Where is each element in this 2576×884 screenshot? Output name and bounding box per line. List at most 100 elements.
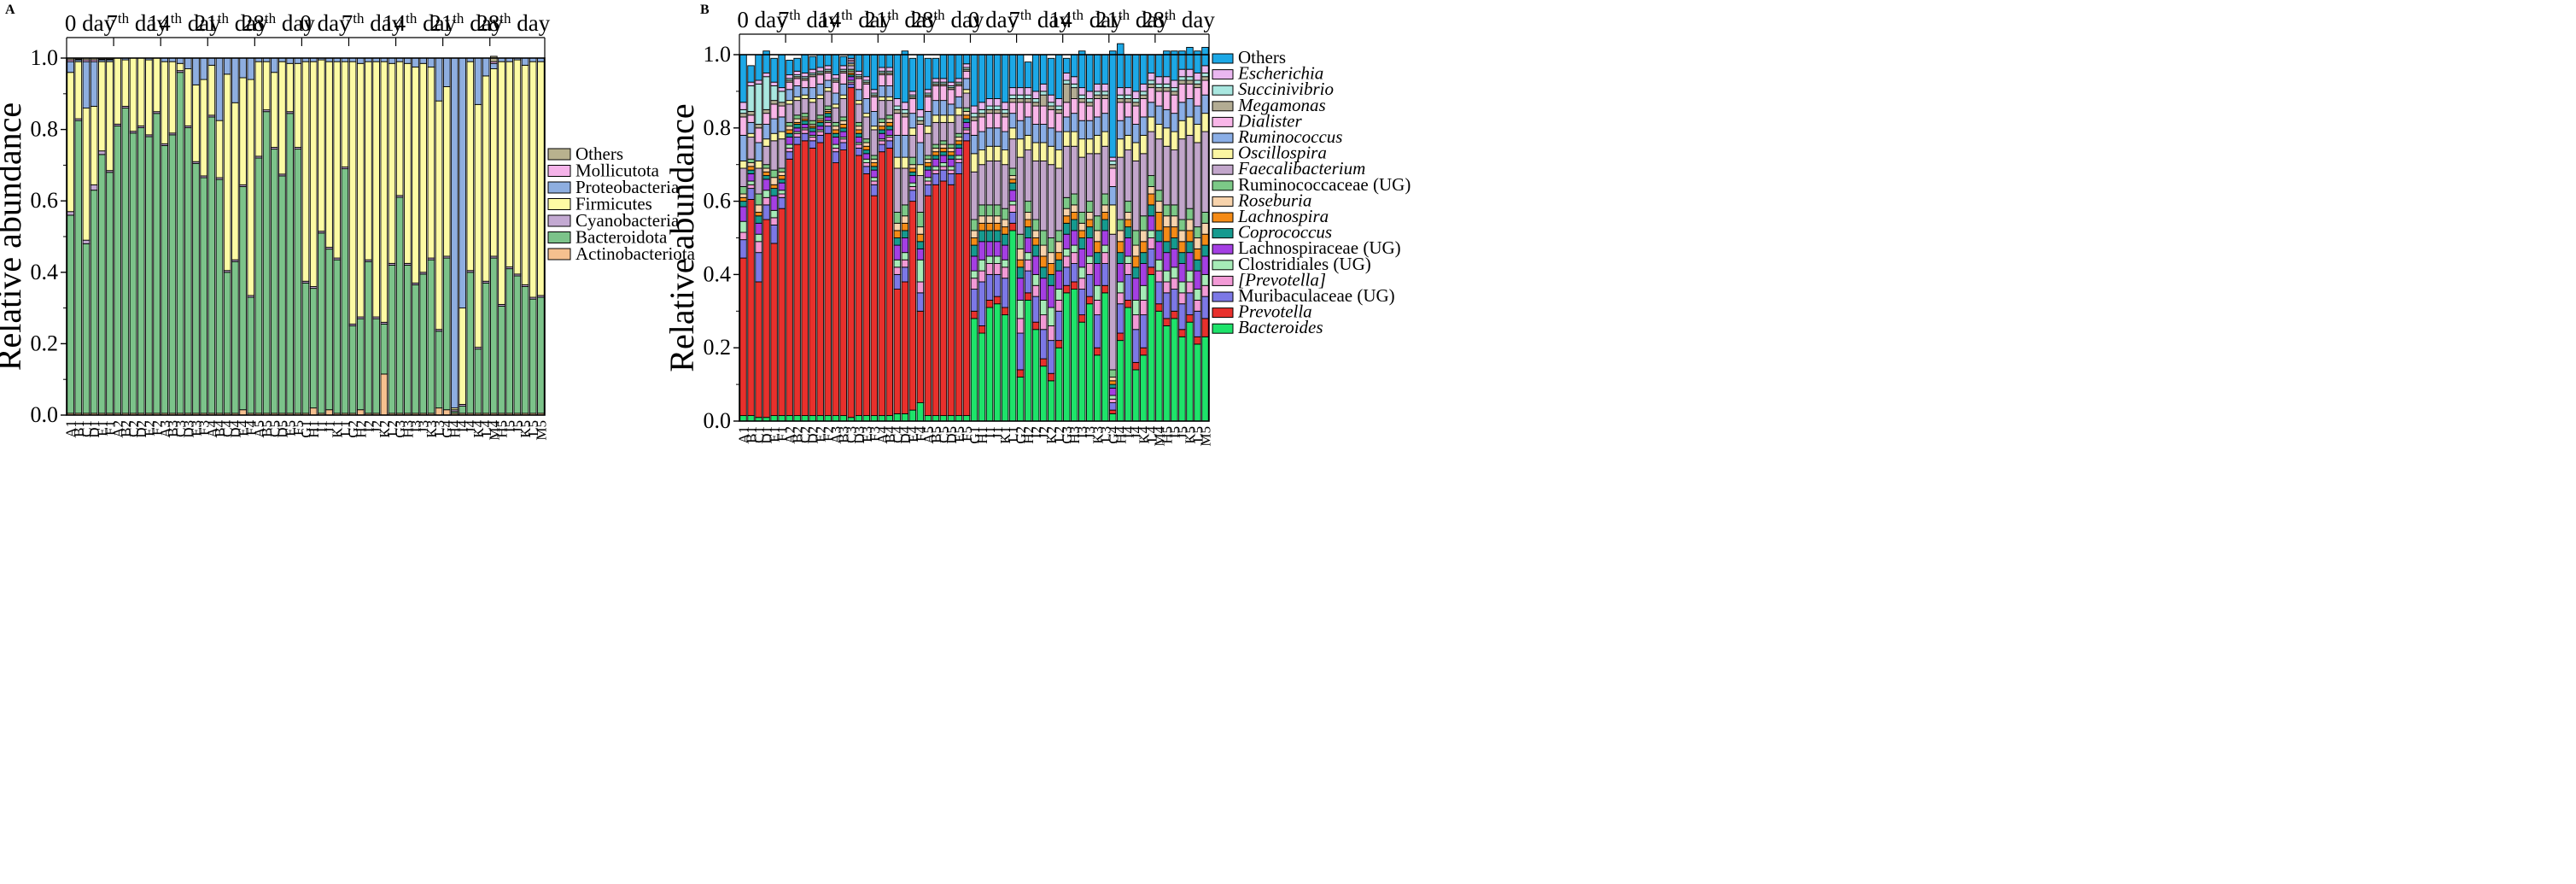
- bar-segment-coprococcus: [970, 244, 978, 257]
- bar-segment-escherichia: [747, 81, 755, 86]
- bar-segment-roseburia: [1070, 204, 1078, 213]
- bar-segment-succinivibrio: [978, 108, 986, 114]
- bar-segment-ruminococcaceae-ug-: [1054, 230, 1063, 243]
- bar-L5: [529, 57, 537, 416]
- bar-segment-cyanobacteria: [90, 184, 98, 191]
- bar-segment--prevotella-: [793, 132, 801, 138]
- bar-segment-proteobacteria: [184, 57, 192, 69]
- bar-segment-lachnospira: [924, 162, 932, 167]
- bar-segment-coprococcus: [1178, 252, 1186, 264]
- bar-F1: [778, 54, 786, 422]
- bar-segment-proteobacteria: [192, 57, 200, 85]
- bar-segment-bacteroidota: [247, 296, 255, 414]
- bar-segment-lachnospira: [778, 175, 786, 180]
- bar-segment-faecalibacterium: [924, 132, 932, 156]
- bar-segment-escherichia: [870, 89, 879, 94]
- bar-segment-escherichia: [755, 79, 762, 85]
- x-tick-label: F3: [867, 426, 883, 442]
- bar-segment-clostridiales-ug-: [1054, 289, 1063, 301]
- bar-segment-escherichia: [1163, 76, 1171, 85]
- bar-segment-oscillospira: [1163, 127, 1171, 147]
- bar-segment-lachnospira: [1094, 241, 1101, 254]
- bar-segment-lachnospira: [1039, 255, 1048, 268]
- bar-D4: [901, 50, 909, 422]
- bar-segment-oscillospira: [770, 132, 778, 142]
- bar-segment-escherichia: [824, 65, 832, 70]
- bar-segment-firmicutes: [482, 75, 490, 282]
- bar-segment-ruminococcaceae-ug-: [1070, 193, 1078, 206]
- bar-segment-others: [985, 54, 994, 99]
- bar-segment-prevotella: [1086, 296, 1094, 305]
- bar-segment-escherichia: [1008, 87, 1017, 96]
- bar-segment-bacteroidota: [380, 323, 388, 375]
- bar-segment-coprococcus: [993, 230, 1002, 243]
- bar-segment-succinivibrio: [1132, 98, 1140, 103]
- bar-segment-bacteroides: [932, 415, 940, 422]
- x-tick-label: C1: [751, 426, 768, 443]
- bar-segment-prevotella: [755, 281, 762, 419]
- bar-segment-ruminococcus: [809, 87, 816, 99]
- bar-B5: [262, 57, 271, 416]
- bar-segment-coprococcus: [816, 121, 824, 127]
- bar-segment-bacteroides: [870, 415, 879, 422]
- bar-segment-muribaculaceae-ug-: [1016, 332, 1025, 371]
- legend-entry: Clostridiales (UG): [1238, 254, 1371, 274]
- bar-M5: [1201, 46, 1209, 422]
- bar-segment-roseburia: [862, 142, 870, 147]
- bar-segment-megamonas: [893, 108, 902, 114]
- bar-segment-others: [1171, 50, 1178, 81]
- bar-segment-firmicutes: [318, 59, 325, 232]
- bar-segment-dialister: [832, 81, 839, 94]
- bar-segment-roseburia: [770, 177, 778, 185]
- bar-segment--prevotella-: [1070, 252, 1078, 264]
- bar-segment-escherichia: [924, 89, 932, 94]
- x-tick-label: E4: [905, 426, 921, 442]
- bar-segment--prevotella-: [1140, 299, 1148, 316]
- bar-segment-ruminococcus: [739, 134, 747, 161]
- bar-segment-others: [839, 56, 847, 67]
- bar-segment-faecalibacterium: [962, 92, 971, 108]
- bar-segment-roseburia: [893, 222, 902, 231]
- bar-segment-ruminococcaceae-ug-: [1094, 215, 1101, 231]
- bar-segment-oscillospira: [801, 94, 809, 99]
- bar-segment-faecalibacterium: [855, 103, 862, 123]
- bar-segment-bacteroides: [1008, 230, 1017, 422]
- bar-segment-oscillospira: [1132, 142, 1140, 161]
- bar-segment-lachnospira: [1078, 230, 1086, 238]
- bar-B2: [793, 57, 801, 422]
- bar-segment-others: [801, 54, 809, 73]
- bar-segment--prevotella-: [878, 140, 886, 145]
- bar-segment-escherichia: [1024, 87, 1032, 96]
- bar-segment-coprococcus: [1186, 241, 1194, 254]
- bar-segment-proteobacteria: [223, 57, 231, 75]
- bar-segment-faecalibacterium: [824, 91, 832, 107]
- bar-segment-others: [832, 54, 839, 76]
- bar-segment-bacteroides: [993, 303, 1002, 422]
- bar-segment-faecalibacterium: [1062, 145, 1071, 198]
- bar-segment-lachnospira: [978, 222, 986, 231]
- x-tick-label: B2: [118, 420, 134, 437]
- bar-segment-faecalibacterium: [1078, 156, 1086, 213]
- bar-segment-muribaculaceae-ug-: [809, 140, 816, 149]
- bar-segment-others: [786, 59, 793, 76]
- bar-H4: [1117, 43, 1124, 422]
- bar-segment--prevotella-: [1054, 299, 1063, 312]
- bar-segment-bacteroides: [801, 415, 809, 422]
- bar-segment-prevotella: [816, 142, 824, 417]
- bar-segment-clostridiales-ug-: [1039, 299, 1048, 316]
- bar-segment-ruminococcaceae-ug-: [824, 105, 832, 110]
- bar-segment-oscillospira: [955, 107, 963, 116]
- bar-segment--prevotella-: [832, 147, 839, 153]
- bar-segment-others: [1078, 50, 1086, 89]
- bar-segment-ruminococcaceae-ug-: [970, 219, 978, 231]
- bar-segment-muribaculaceae-ug-: [1201, 296, 1209, 319]
- bar-segment-dialister: [793, 78, 801, 86]
- bar-segment-succinivibrio: [1148, 79, 1155, 85]
- bar-segment-clostridiales-ug-: [1001, 259, 1009, 268]
- bar-segment-coprococcus: [762, 175, 770, 180]
- bar-segment-others: [1140, 54, 1148, 85]
- bar-segment-muribaculaceae-ug-: [1117, 303, 1124, 334]
- bar-segment-dialister: [878, 74, 886, 86]
- bar-segment-prevotella: [1155, 303, 1163, 312]
